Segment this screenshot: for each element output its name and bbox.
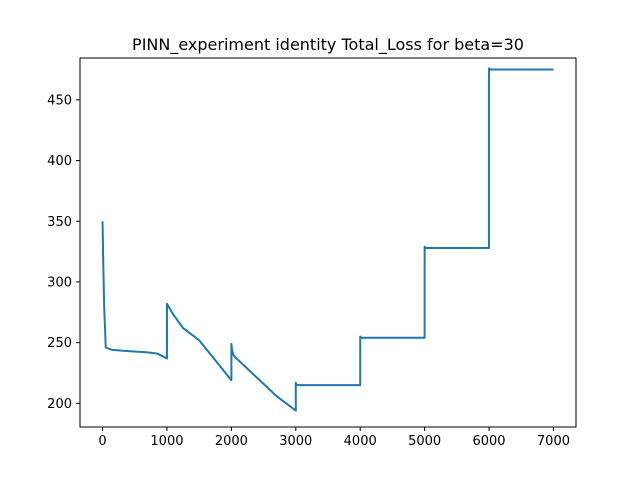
y-tick-label: 250 <box>47 336 72 351</box>
chart-title: PINN_experiment identity Total_Loss for … <box>132 35 524 55</box>
x-tick-label: 2000 <box>215 434 248 449</box>
x-tick-label: 6000 <box>472 434 505 449</box>
y-tick-label: 450 <box>47 93 72 108</box>
y-tick-label: 200 <box>47 397 72 412</box>
series-layer <box>101 67 554 412</box>
x-tick-label: 5000 <box>408 434 441 449</box>
y-axis: 200 250 300 350 400 450 <box>47 93 80 412</box>
x-tick-label: 1000 <box>150 434 183 449</box>
x-tick-label: 4000 <box>344 434 377 449</box>
x-tick-label: 3000 <box>279 434 312 449</box>
x-tick-label: 7000 <box>537 434 570 449</box>
plot-frame <box>79 57 577 428</box>
y-tick-label: 300 <box>47 275 72 290</box>
x-axis: 0 1000 2000 3000 4000 5000 6000 7000 <box>98 427 570 449</box>
y-tick-label: 400 <box>47 154 72 169</box>
x-tick-label: 0 <box>98 434 106 449</box>
series-line-0 <box>101 67 554 412</box>
y-tick-label: 350 <box>47 215 72 230</box>
